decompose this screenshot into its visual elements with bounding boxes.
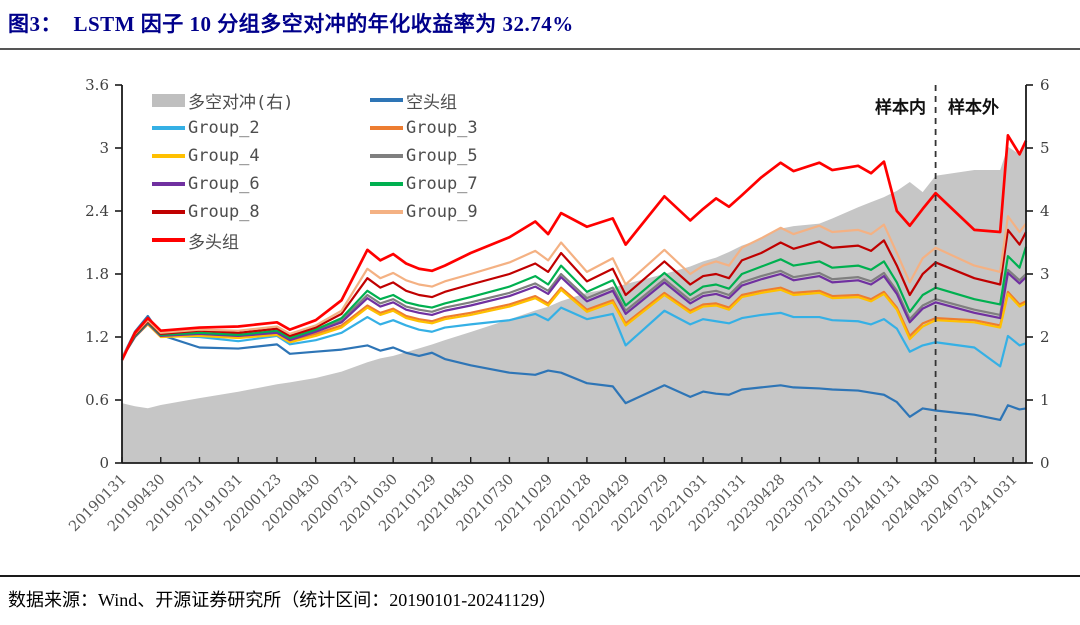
chart-region: 0 0.6 1.2 1.8 2.4 3 3.6 0 1 2 3 4 5 6 20190131 20190430…: [0, 52, 1080, 572]
legend-item-5: Group_5: [370, 144, 478, 168]
legend-item-4: Group_4: [152, 144, 260, 168]
right-axis-tick-label: 2: [1040, 328, 1050, 346]
right-axis-tick-label: 5: [1040, 139, 1050, 157]
left-axis-tick-label: 1.8: [85, 265, 109, 283]
legend-label: Group_8: [188, 202, 260, 222]
footer-divider: [0, 575, 1080, 577]
legend-line-swatch: [370, 210, 403, 214]
right-axis-tick-label: 6: [1040, 76, 1050, 94]
legend-item-1: 空头组: [370, 88, 457, 113]
left-axis-tick-label: 3: [99, 139, 109, 157]
legend-label: Group_4: [188, 146, 260, 166]
legend-line-swatch: [152, 126, 185, 130]
left-axis-tick-label: 3.6: [85, 76, 109, 94]
legend-item-3: Group_3: [370, 116, 478, 140]
left-axis-tick-label: 2.4: [85, 202, 109, 220]
in-sample-label: 样本内: [875, 98, 926, 118]
legend-line-swatch: [152, 238, 185, 242]
chart-canvas: 00.61.21.82.433.601234562019013120190430…: [66, 76, 1050, 535]
line-series-6: [121, 246, 1028, 359]
figure-title: 图3： LSTM 因子 10 分组多空对冲的年化收益率为 32.74%: [8, 12, 574, 36]
out-of-sample-label: 样本外: [948, 98, 999, 118]
line-series-9: [120, 134, 1028, 361]
legend-label: 空头组: [406, 92, 457, 113]
legend-line-swatch: [152, 154, 185, 158]
legend-line-swatch: [370, 182, 403, 186]
legend-label: 多空对冲(右): [188, 92, 294, 113]
right-axis-tick-label: 4: [1040, 202, 1050, 220]
title-divider: [0, 48, 1080, 50]
legend-item-8: Group_8: [152, 200, 260, 224]
area-series-hedge: [122, 144, 1026, 463]
legend-label: Group_5: [406, 146, 478, 166]
right-axis-tick-label: 3: [1040, 265, 1050, 283]
legend-area-swatch: [152, 93, 185, 107]
legend-line-swatch: [152, 182, 185, 186]
data-source: 数据来源：Wind、开源证券研究所（统计区间：20190101-20241129…: [8, 590, 557, 610]
right-axis-tick-label: 1: [1040, 391, 1050, 409]
legend-label: Group_9: [406, 202, 478, 222]
line-series-3: [121, 288, 1027, 359]
legend-line-swatch: [370, 154, 403, 158]
left-axis-tick-label: 0: [99, 454, 109, 472]
legend-label: 多头组: [188, 232, 239, 253]
legend-label: Group_2: [188, 118, 260, 138]
legend-line-swatch: [370, 98, 403, 102]
left-axis-tick-label: 0.6: [85, 391, 109, 409]
legend-line-swatch: [152, 210, 185, 214]
legend-label: Group_6: [188, 174, 260, 194]
legend-item-10: 多头组: [152, 228, 239, 253]
line-series-1: [121, 306, 1027, 368]
legend-item-6: Group_6: [152, 172, 260, 196]
legend-label: Group_3: [406, 118, 478, 138]
legend-item-2: Group_2: [152, 116, 260, 140]
line-series-7: [121, 228, 1027, 359]
line-series-0: [121, 314, 1027, 422]
line-series-8: [121, 215, 1027, 359]
legend-item-9: Group_9: [370, 200, 478, 224]
legend-item-7: Group_7: [370, 172, 478, 196]
legend-item-0: 多空对冲(右): [152, 88, 294, 113]
legend-line-swatch: [370, 126, 403, 130]
legend-label: Group_7: [406, 174, 478, 194]
right-axis-tick-label: 0: [1040, 454, 1050, 472]
line-series-5: [121, 271, 1027, 359]
left-axis-tick-label: 1.2: [85, 328, 109, 346]
